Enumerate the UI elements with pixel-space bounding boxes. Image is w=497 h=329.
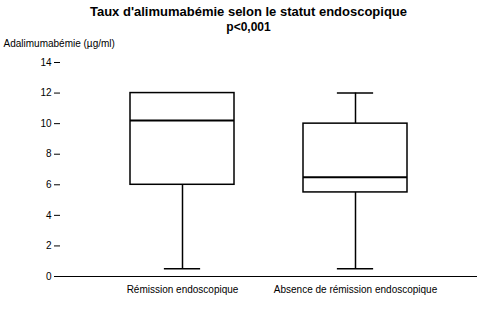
svg-text:6: 6 — [46, 179, 52, 190]
svg-text:0: 0 — [46, 271, 52, 282]
html-text:p<0,001: p<0,001 — [226, 19, 271, 34]
html-text:Taux d'alimumabémie selon le s: Taux d'alimumabémie selon le statut endo… — [90, 4, 407, 19]
svg-text:4: 4 — [46, 210, 52, 221]
svg-text:10: 10 — [40, 118, 52, 129]
svg-text:12: 12 — [40, 87, 52, 98]
svg-text:Absence de rémission endoscopi: Absence de rémission endoscopique — [274, 284, 438, 295]
svg-text:8: 8 — [46, 148, 52, 159]
svg-text:Adalimumabémie (µg/ml): Adalimumabémie (µg/ml) — [4, 38, 115, 49]
svg-text:Rémission endoscopique: Rémission endoscopique — [127, 284, 239, 295]
svg-text:14: 14 — [40, 57, 52, 68]
svg-text:2: 2 — [46, 240, 52, 251]
